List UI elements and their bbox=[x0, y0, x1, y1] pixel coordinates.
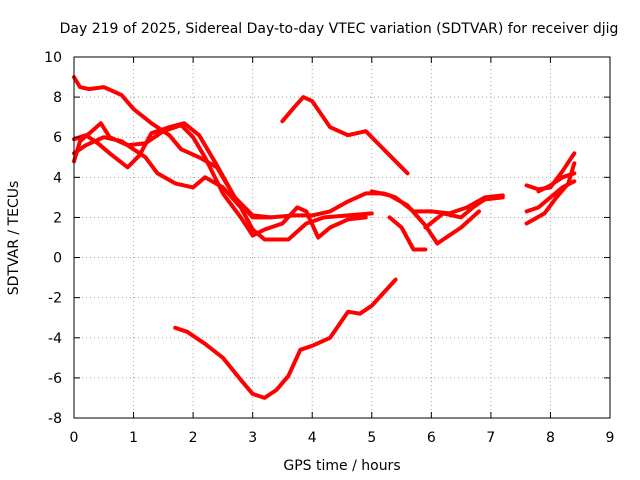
series-line-satellite-6 bbox=[369, 189, 481, 246]
series-line-satellite-2 bbox=[72, 121, 368, 240]
x-tick-label: 4 bbox=[308, 430, 317, 446]
series-line-satellite-1 bbox=[72, 75, 505, 220]
x-tick-label: 2 bbox=[189, 430, 198, 446]
series-line-satellite-4 bbox=[72, 121, 273, 220]
y-tick-label: -2 bbox=[48, 291, 62, 307]
y-tick-label: 2 bbox=[53, 210, 62, 226]
series-layer bbox=[72, 75, 577, 400]
series-line-satellite-5 bbox=[280, 95, 410, 176]
series-line-satellite-8 bbox=[423, 195, 505, 230]
series-line-satellite-3 bbox=[72, 135, 374, 242]
tick-marks bbox=[73, 56, 611, 419]
x-tick-label: 8 bbox=[546, 430, 555, 446]
y-tick-label: 4 bbox=[53, 170, 62, 186]
chart-title: Day 219 of 2025, Sidereal Day-to-day VTE… bbox=[60, 21, 619, 37]
x-axis-label: GPS time / hours bbox=[283, 458, 400, 474]
y-tick-label: 8 bbox=[53, 90, 62, 106]
y-tick-label: -6 bbox=[48, 371, 62, 387]
x-tick-label: 6 bbox=[427, 430, 436, 446]
series-line-satellite-9 bbox=[173, 277, 398, 400]
y-tick-label: 0 bbox=[53, 251, 62, 267]
x-tick-label: 3 bbox=[248, 430, 257, 446]
y-tick-label: 6 bbox=[53, 130, 62, 146]
series-line-satellite-7 bbox=[387, 215, 428, 252]
x-tick-label: 5 bbox=[367, 430, 376, 446]
plot-frame bbox=[73, 56, 611, 419]
x-tick-label: 9 bbox=[606, 430, 615, 446]
series-line-satellite-13 bbox=[536, 171, 577, 194]
y-axis-label: SDTVAR / TECUs bbox=[6, 181, 22, 296]
y-tick-label: -8 bbox=[48, 411, 62, 427]
gridlines bbox=[74, 57, 610, 418]
y-tick-labels: -8 -6 -4 -2 0 2 4 6 8 10 bbox=[44, 50, 62, 427]
x-tick-label: 0 bbox=[70, 430, 79, 446]
y-tick-label: 10 bbox=[44, 50, 62, 66]
x-tick-labels: 0 1 2 3 4 5 6 7 8 9 bbox=[70, 430, 615, 446]
x-tick-label: 1 bbox=[129, 430, 138, 446]
y-tick-label: -4 bbox=[48, 331, 62, 347]
x-tick-label: 7 bbox=[486, 430, 495, 446]
